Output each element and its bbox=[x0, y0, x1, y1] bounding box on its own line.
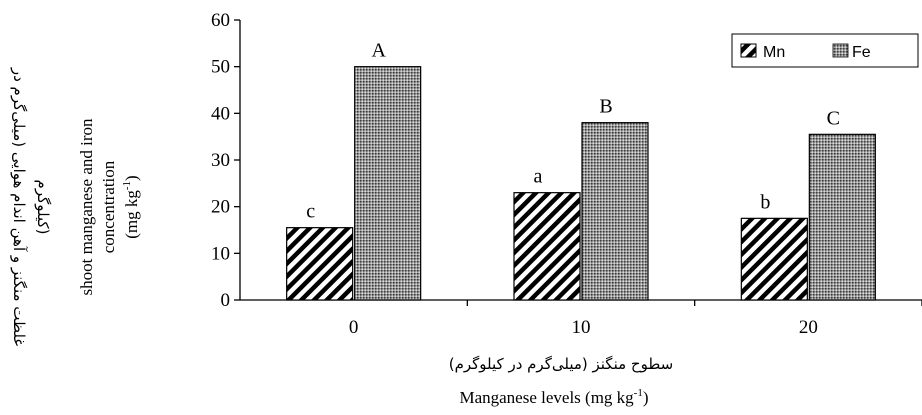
y-tick-label: 60 bbox=[211, 10, 230, 31]
y-tick-label: 0 bbox=[221, 290, 231, 311]
x-tick-label: 0 bbox=[349, 317, 359, 338]
y-axis-label-fa-line-2: کیلوگرم) bbox=[34, 180, 52, 235]
y-axis-label-unit: (mg kg-1) bbox=[121, 175, 141, 238]
legend-box bbox=[731, 33, 919, 68]
y-axis-label-persian: غلظت منگنز و آهن اندام هوایی (میلی‌گرم د… bbox=[10, 67, 52, 346]
legend: Mn Fe bbox=[731, 33, 919, 68]
y-axis-label-fa-line-1: غلظت منگنز و آهن اندام هوایی (میلی‌گرم د… bbox=[10, 67, 28, 346]
y-axis-label-en-line-2: concentration bbox=[99, 160, 118, 253]
bars bbox=[286, 66, 876, 301]
bar-mn bbox=[286, 227, 354, 301]
data-label-fe: C bbox=[827, 107, 840, 129]
x-axis-label-english: Manganese levels (mg kg-1) bbox=[459, 387, 648, 407]
plot-area bbox=[234, 19, 922, 306]
x-axis-label-persian: سطوح منگنز (میلی‌گرم در کیلوگرم) bbox=[449, 355, 673, 373]
y-axis-label-en-line-1: shoot manganese and iron bbox=[77, 118, 96, 296]
y-tick-label: 20 bbox=[211, 197, 230, 218]
data-label-mn: b bbox=[760, 191, 770, 213]
data-label-mn: c bbox=[306, 201, 315, 223]
x-tick-label: 20 bbox=[799, 317, 818, 338]
bar-mn bbox=[513, 192, 581, 301]
tick-labels: 0 10 20 30 40 50 60 0 10 20 bbox=[211, 10, 818, 338]
data-label-mn: a bbox=[534, 166, 543, 188]
y-axis-label-english: shoot manganese and iron concentration (… bbox=[77, 118, 141, 296]
data-label-fe: B bbox=[599, 96, 612, 118]
bar-fe bbox=[581, 122, 649, 301]
bar-fe bbox=[354, 66, 422, 301]
legend-label-fe: Fe bbox=[852, 44, 871, 61]
y-tick-label: 50 bbox=[211, 57, 230, 78]
x-tick-label: 10 bbox=[572, 317, 591, 338]
legend-swatch-mn bbox=[740, 43, 757, 58]
y-tick-label: 40 bbox=[211, 103, 230, 124]
bar-mn bbox=[740, 217, 808, 301]
y-tick-label: 10 bbox=[211, 243, 230, 264]
y-tick-label: 30 bbox=[211, 150, 230, 171]
data-label-fe: A bbox=[371, 40, 386, 62]
legend-swatch-fe bbox=[832, 43, 849, 58]
legend-label-mn: Mn bbox=[763, 44, 785, 61]
bar-fe bbox=[808, 133, 876, 301]
data-labels: c Aa Bb C bbox=[306, 40, 840, 223]
